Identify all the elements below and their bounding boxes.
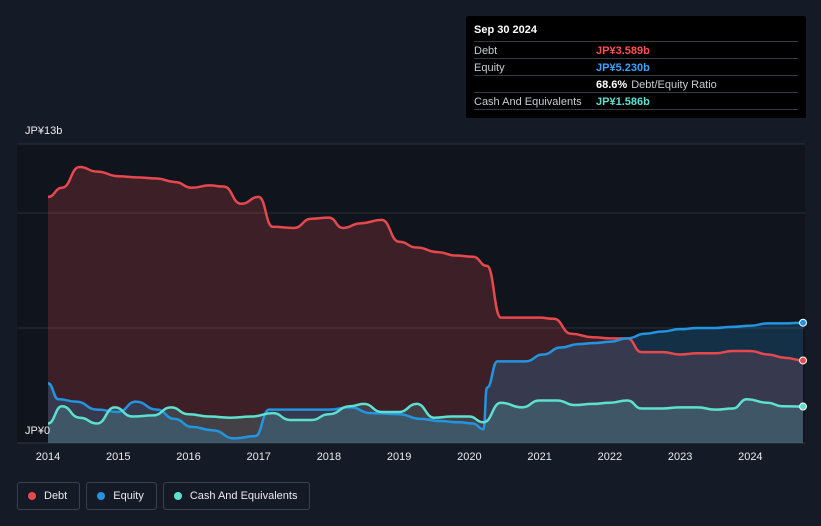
x-tick-label: 2016 [176, 451, 200, 463]
legend-label-cash: Cash And Equivalents [189, 490, 298, 502]
equity-end-marker [799, 318, 807, 327]
x-tick-label: 2023 [668, 451, 692, 463]
debt-line [47, 165, 804, 362]
tooltip-equity-label: Equity [474, 62, 505, 74]
x-tick-label: 2015 [106, 451, 130, 463]
y-axis-top-label: JP¥13b [25, 125, 63, 137]
y-axis-bottom-label: JP¥0 [25, 425, 51, 437]
legend-label-equity: Equity [113, 490, 144, 502]
cash-end-marker [799, 402, 807, 411]
tooltip-row-debt: Debt JP¥3.589b [474, 41, 798, 59]
tooltip-debt-value: JP¥3.589b [596, 45, 650, 57]
x-tick-label: 2017 [246, 451, 270, 463]
x-tick-label: 2024 [738, 451, 762, 463]
equity-area [48, 322, 803, 443]
tooltip-ratio: 68.6% Debt/Equity Ratio [596, 79, 717, 91]
cash-line [47, 398, 804, 425]
equity-line [47, 321, 804, 440]
legend-dot-cash [173, 492, 182, 500]
x-tick-label: 2020 [457, 451, 481, 463]
tooltip-row-ratio: 68.6% Debt/Equity Ratio [474, 75, 798, 93]
tooltip-row-equity: Equity JP¥5.230b [474, 58, 798, 76]
data-tooltip: Sep 30 2024 Debt JP¥3.589b Equity JP¥5.2… [466, 16, 806, 118]
debt-end-marker [799, 356, 807, 365]
legend-dot-debt [28, 492, 36, 500]
tooltip-cash-label: Cash And Equivalents [474, 96, 582, 108]
debt-area [48, 167, 803, 443]
x-tick-label: 2019 [387, 451, 411, 463]
x-tick-label: 2018 [317, 451, 341, 463]
cash-area [48, 399, 803, 443]
tooltip-date: Sep 30 2024 [474, 24, 537, 36]
x-tick-label: 2022 [598, 451, 622, 463]
tooltip-bottom-rule [474, 109, 798, 110]
legend-item-equity[interactable]: Equity [86, 482, 157, 510]
legend-dot-equity [97, 492, 106, 500]
legend-item-debt[interactable]: Debt [17, 482, 81, 510]
tooltip-debt-label: Debt [474, 45, 498, 57]
chart-legend: Debt Equity Cash And Equivalents [17, 482, 311, 510]
tooltip-equity-value: JP¥5.230b [596, 62, 650, 74]
x-tick-label: 2014 [36, 451, 60, 463]
x-tick-label: 2021 [527, 451, 551, 463]
tooltip-ratio-value: 68.6% [596, 79, 628, 91]
legend-item-cash[interactable]: Cash And Equivalents [162, 482, 311, 510]
tooltip-row-cash: Cash And Equivalents JP¥1.586b [474, 92, 798, 110]
tooltip-ratio-suffix: Debt/Equity Ratio [631, 79, 717, 91]
plot-background [17, 144, 805, 443]
tooltip-cash-value: JP¥1.586b [596, 96, 650, 108]
legend-label-debt: Debt [44, 490, 68, 502]
